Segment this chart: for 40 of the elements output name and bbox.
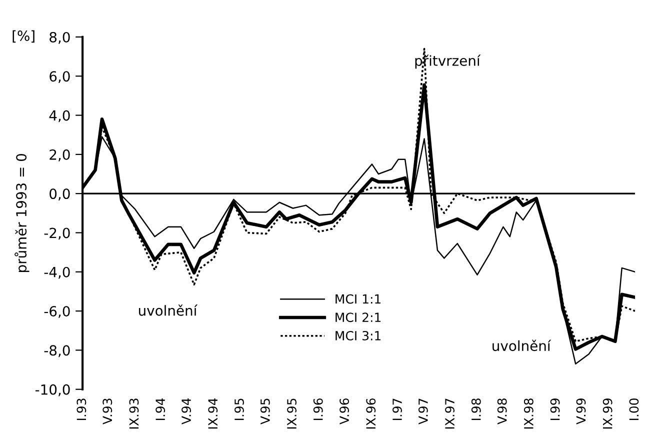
x-tick-label: V.99 [576,398,586,424]
annotation: uvolnění [492,340,552,352]
x-tick-label: V.98 [497,398,507,424]
x-tick-label: V.97 [418,398,428,424]
legend-label: MCI 1:1 [336,294,381,304]
x-tick-label: IX.93 [129,398,139,429]
y-tick-label: -6,0 [44,306,70,318]
x-tick-label: I.99 [550,398,560,420]
x-tick-label: I.97 [392,398,402,420]
x-tick-label: V.94 [182,398,192,424]
y-axis-title: průměr 1993 = 0 [14,154,30,272]
x-tick-label: I.95 [234,398,244,420]
y-tick-label: -2,0 [44,228,70,240]
y-tick-label: 8,0 [50,32,70,44]
x-tick-label: IX.94 [208,398,218,429]
x-tick-label: IX.95 [287,398,296,429]
y-tick-label: -10,0 [35,384,70,396]
x-tick-label: I.94 [156,398,166,420]
x-tick-label: IX.96 [366,398,376,429]
text: [%] [12,30,34,43]
y-tick-label: -8,0 [44,345,70,358]
y-tick-label: -4,0 [44,266,70,279]
y-tick-label: 6,0 [50,71,70,84]
x-tick-label: I.93 [76,398,86,420]
y-tick-label: 0,0 [50,188,70,200]
x-tick-label: V.93 [102,398,112,424]
annotation: přitvrzení [415,54,481,69]
x-tick-label: V.96 [340,398,350,424]
x-tick-label: IX.98 [524,398,534,429]
legend-label: MCI 2:1 [336,312,381,322]
x-tick-label: I.00 [629,398,639,420]
y-tick-label: 2,0 [50,149,70,162]
annotation: uvolnění [138,304,198,316]
x-tick-label: IX.97 [445,398,455,429]
x-tick-label: I.98 [471,398,481,420]
x-tick-label: I.96 [313,398,323,420]
y-tick-label: 4,0 [49,110,70,122]
legend-label: MCI 3:1 [336,330,381,340]
x-tick-label: V.95 [260,398,270,424]
x-tick-label: IX.99 [602,398,612,429]
